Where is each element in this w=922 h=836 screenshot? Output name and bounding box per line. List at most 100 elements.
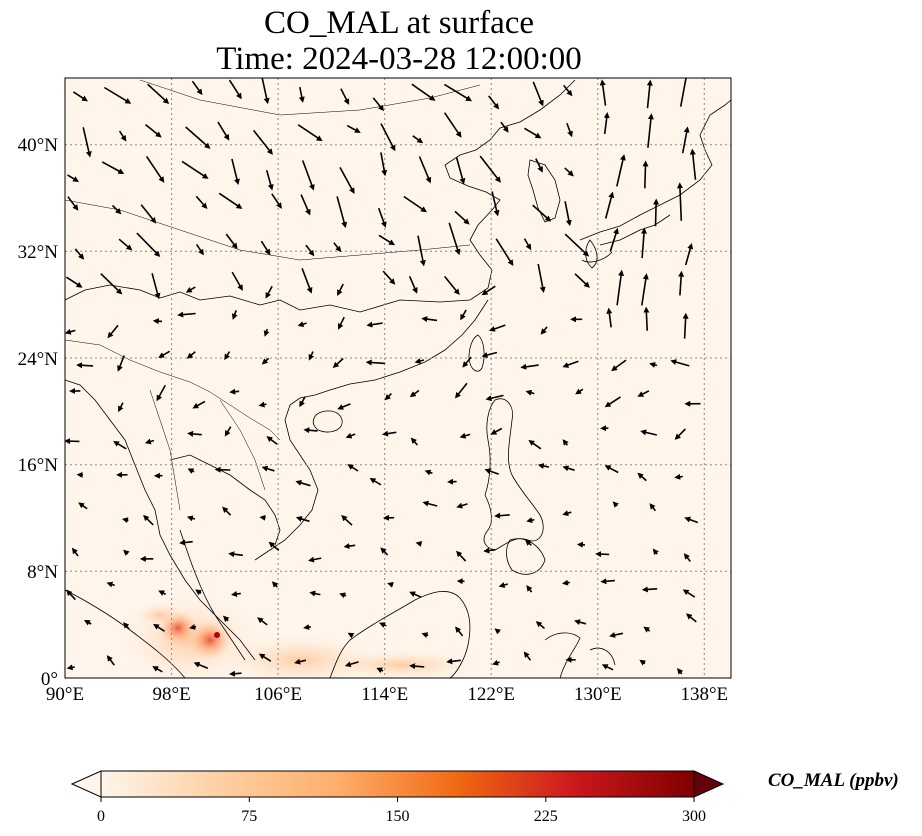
wind-arrow [106, 581, 115, 588]
wind-arrow [118, 402, 124, 413]
colorbar-extend-low [70, 770, 102, 798]
wind-arrow [454, 210, 470, 225]
wind-arrow [564, 233, 590, 257]
wind-arrow [412, 135, 424, 144]
wind-arrow [377, 207, 387, 228]
wind-arrow [606, 307, 613, 328]
wind-arrow [599, 79, 607, 106]
wind-arrow [600, 578, 615, 585]
wind-arrow [479, 155, 501, 183]
wind-arrow [123, 622, 130, 630]
wind-arrow [72, 91, 88, 102]
wind-arrow [604, 191, 615, 219]
wind-arrow [297, 124, 323, 142]
wind-arrow [193, 662, 209, 670]
wind-arrow [265, 285, 273, 299]
wind-arrow [422, 500, 438, 507]
wind-arrow [346, 124, 361, 133]
wind-arrow [498, 582, 508, 588]
wind-arrow [378, 234, 396, 246]
wind-arrow [136, 232, 161, 258]
wind-arrow [263, 328, 270, 337]
wind-arrow [185, 286, 196, 293]
wind-arrow [611, 359, 627, 372]
wind-arrow [295, 516, 310, 523]
wind-arrow [562, 360, 579, 368]
wind-arrow [494, 628, 501, 635]
wind-arrow [261, 465, 275, 472]
wind-arrow [456, 550, 467, 562]
wind-arrow [229, 670, 242, 677]
wind-arrow [177, 311, 196, 318]
wind-arrow [484, 468, 499, 475]
wind-arrow [153, 623, 165, 632]
wind-arrow [489, 324, 506, 332]
wind-arrow [575, 388, 584, 395]
wind-arrow [604, 465, 619, 474]
wind-arrow [500, 121, 509, 133]
wind-arrow [443, 83, 473, 102]
x-tick-label: 130°E [574, 684, 622, 705]
map-subtitle: Time: 2024-03-28 12:00:00 [216, 41, 582, 77]
wind-arrow [609, 227, 619, 252]
wind-arrow [526, 585, 533, 593]
wind-arrow [418, 156, 432, 184]
wind-arrow [520, 363, 539, 370]
wind-arrow [537, 263, 546, 293]
wind-arrow [495, 238, 514, 266]
wind-arrow [308, 556, 322, 563]
wind-arrow [380, 547, 389, 556]
wind-arrow [616, 269, 625, 306]
x-tick-label: 138°E [680, 684, 728, 705]
wind-arrow [333, 242, 342, 253]
wind-arrow [339, 167, 355, 194]
wind-vector-field [65, 78, 701, 677]
wind-arrow [76, 362, 94, 369]
wind-arrow [225, 233, 238, 250]
wind-arrow [415, 541, 423, 547]
wind-arrow [525, 389, 535, 396]
x-tick-label: 114°E [361, 684, 408, 705]
wind-arrow [379, 622, 387, 628]
wind-arrow [66, 664, 75, 671]
wind-arrow [265, 169, 274, 191]
wind-arrow [259, 514, 266, 521]
wind-arrow [229, 388, 240, 395]
wind-arrow [65, 276, 83, 288]
wind-arrow [641, 227, 647, 259]
wind-arrow [525, 539, 532, 546]
wind-arrow [384, 393, 392, 401]
wind-arrow [231, 591, 241, 597]
wind-arrow [101, 161, 125, 174]
wind-arrow [347, 464, 359, 472]
wind-arrow [380, 152, 388, 177]
wind-arrow [191, 80, 203, 96]
wind-arrow [643, 626, 651, 633]
wind-arrow [641, 586, 658, 593]
wind-arrow [448, 222, 461, 256]
coastline-hainan [312, 410, 343, 433]
wind-arrow [409, 663, 425, 670]
wind-arrow [679, 78, 690, 107]
wind-arrow [574, 619, 587, 626]
wind-arrow [490, 427, 503, 435]
coastline-indochina [65, 379, 256, 661]
map-frame [64, 77, 732, 679]
x-tick-label: 106°E [254, 684, 302, 705]
wind-arrow [271, 581, 279, 588]
wind-arrow [460, 309, 467, 321]
wind-arrow [309, 590, 321, 597]
wind-arrow [670, 359, 690, 367]
wind-arrow [261, 78, 270, 105]
coastline-borneo [329, 591, 471, 678]
wind-arrow [224, 351, 231, 361]
wind-arrow [408, 275, 418, 294]
wind-arrow [563, 84, 573, 97]
wind-arrow [642, 160, 649, 189]
wind-arrow [421, 316, 438, 323]
wind-arrow [403, 195, 427, 213]
wind-arrow [647, 113, 654, 148]
wind-arrow [187, 468, 195, 474]
wind-arrow [231, 310, 238, 320]
